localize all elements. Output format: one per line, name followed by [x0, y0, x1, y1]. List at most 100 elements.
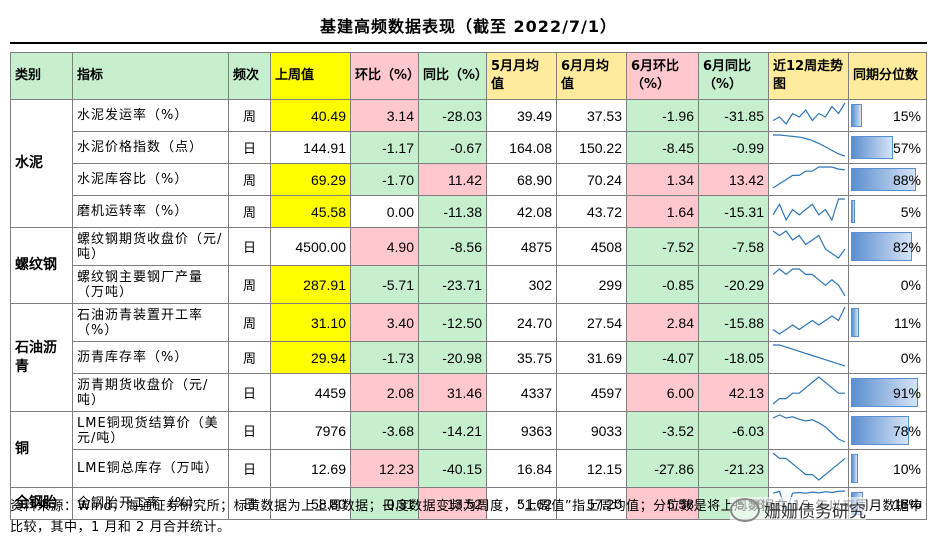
sparkline — [773, 134, 846, 157]
june-mom-cell: -4.07 — [626, 341, 699, 374]
june-yoy-cell: 13.42 — [698, 163, 769, 196]
table-row: 水泥 水泥发运率（%）周 40.49 3.14 -28.03 39.49 37.53 -1.9… — [10, 99, 927, 228]
sparkline-line — [772, 230, 846, 259]
percentile-value: 78% — [892, 422, 921, 439]
sparkline-line — [772, 414, 846, 443]
june-yoy-cell: -0.99 — [698, 131, 769, 164]
june-mom-cell: -8.45 — [626, 131, 699, 164]
sparkline — [772, 198, 845, 222]
may-avg-cell: 302 — [486, 265, 557, 304]
may-avg-cell: 51.62 — [486, 487, 557, 520]
june-avg-cell: 31.69 — [556, 341, 627, 374]
frequency-cell: 日 — [228, 449, 271, 488]
trend-sparkline-cell — [768, 449, 849, 488]
frequency-cell: 周 — [228, 99, 271, 132]
indicator-cell: 水泥发运率（%） — [72, 99, 229, 132]
june-mom-cell: -27.86 — [626, 449, 699, 488]
sparkline — [772, 102, 846, 125]
sparkline-line — [773, 134, 846, 157]
percentile-bar — [851, 454, 859, 483]
june-avg-cell: 299 — [556, 265, 627, 304]
indicator-cell: 石油沥青装置开工率（%） — [72, 303, 229, 342]
june-yoy-cell: -20.29 — [698, 265, 769, 304]
wow-cell: -3.68 — [350, 411, 419, 450]
table-row: 螺纹钢主要钢厂产量（万吨）周 287.91 -5.71 -23.71 302 299 -0.… — [11, 265, 927, 304]
indicator-cell: 螺纹钢主要钢厂产量（万吨） — [72, 265, 229, 304]
june-yoy-cell: -31.85 — [698, 99, 769, 132]
last-week-cell: 40.49 — [270, 99, 351, 132]
indicator-cell: LME铜现货结算价（美元/吨） — [72, 411, 229, 450]
may-avg-cell: 4875 — [486, 227, 557, 266]
yoy-cell: 13.52 — [418, 487, 487, 520]
percentile-cell: 10% — [848, 449, 927, 488]
june-avg-cell: 12.15 — [556, 449, 627, 488]
table-row: 全钢胎 全钢胎开工率（%）日 58.80 -0.31 13.52 51.62 57.20 5.… — [10, 487, 927, 520]
infrastructure-data-table: 类别 指标 频次 上周值 环比（%） 同比（%） 5月月均值 6月月均值 6月环… — [10, 52, 927, 520]
wow-cell: 3.40 — [350, 303, 419, 342]
june-mom-cell: -0.85 — [626, 265, 699, 304]
june-avg-cell: 70.24 — [556, 163, 627, 196]
sparkline-line — [773, 344, 846, 367]
yoy-cell: -40.15 — [418, 449, 487, 488]
wow-cell: -1.73 — [350, 341, 419, 374]
trend-sparkline-cell — [768, 341, 849, 374]
yoy-cell: 31.46 — [418, 373, 487, 412]
june-yoy-cell: 42.13 — [698, 373, 769, 412]
indicator-cell: 磨机运转率（%） — [72, 195, 229, 228]
june-mom-cell: 6.00 — [626, 373, 699, 412]
percentile-value: 91% — [892, 384, 921, 401]
may-avg-cell: 68.90 — [486, 163, 557, 196]
percentile-cell: 78% — [848, 411, 927, 450]
frequency-cell: 周 — [228, 265, 271, 304]
yoy-cell: -0.67 — [418, 131, 487, 164]
header-row: 类别 指标 频次 上周值 环比（%） 同比（%） 5月月均值 6月月均值 6月环… — [10, 52, 927, 100]
yoy-cell: -11.38 — [418, 195, 487, 228]
wow-cell: -5.71 — [350, 265, 419, 304]
frequency-cell: 周 — [228, 303, 271, 342]
header-trend: 近12周走势图 — [768, 52, 849, 100]
wow-cell: 12.23 — [350, 449, 419, 488]
june-yoy-cell: -6.03 — [698, 411, 769, 450]
table-row: 铜 LME铜现货结算价（美元/吨）日 7976 -3.68 -14.21 9363 9033… — [10, 411, 927, 488]
last-week-cell: 58.80 — [270, 487, 351, 520]
sparkline — [772, 166, 846, 189]
header-yoy: 同比（%） — [418, 52, 487, 100]
june-mom-cell: -3.52 — [626, 411, 699, 450]
indicator-cell: 沥青库存率（%） — [72, 341, 229, 374]
may-avg-cell: 4337 — [486, 373, 557, 412]
sparkline-line — [772, 306, 846, 335]
header-last-week: 上周值 — [270, 52, 351, 100]
june-mom-cell: -7.52 — [626, 227, 699, 266]
indicator-cell: 水泥库容比（%） — [72, 163, 229, 196]
watermark: 姗姗债务研究 — [730, 497, 866, 522]
last-week-cell: 12.69 — [270, 449, 351, 488]
wow-cell: 0.00 — [350, 195, 419, 228]
wow-cell: -0.31 — [350, 487, 419, 520]
trend-sparkline-cell — [768, 373, 849, 412]
june-avg-cell: 57.20 — [556, 487, 627, 520]
table-row: 磨机运转率（%）周 45.58 0.00 -11.38 42.08 43.72 1.64 -1… — [11, 195, 927, 228]
percentile-cell: 57% — [848, 131, 927, 164]
trend-sparkline-cell — [768, 163, 849, 196]
percentile-value: 0% — [900, 349, 921, 366]
yoy-cell: -14.21 — [418, 411, 487, 450]
table-row: 水泥库容比（%）周 69.29 -1.70 11.42 68.90 70.24 1.34 13… — [11, 163, 927, 196]
sparkline-line — [772, 376, 845, 405]
trend-sparkline-cell — [768, 265, 849, 304]
category-cell: 水泥 — [10, 99, 73, 228]
yoy-cell: -12.50 — [418, 303, 487, 342]
june-yoy-cell: -18.05 — [698, 341, 769, 374]
may-avg-cell: 16.84 — [486, 449, 557, 488]
june-mom-cell: 1.34 — [626, 163, 699, 196]
percentile-cell: 5% — [848, 195, 927, 228]
trend-sparkline-cell — [768, 195, 849, 228]
percentile-value: 10% — [892, 460, 921, 477]
percentile-value: 5% — [900, 203, 921, 220]
trend-sparkline-cell — [768, 227, 849, 266]
percentile-bar — [851, 104, 863, 127]
header-wow: 环比（%） — [350, 52, 419, 100]
table-row: 沥青期货收盘价（元/吨）日 4459 2.08 31.46 4337 4597 6.00 42… — [11, 373, 927, 412]
percentile-value: 82% — [892, 238, 921, 255]
june-yoy-cell: -21.23 — [698, 449, 769, 488]
wow-cell: -1.70 — [350, 163, 419, 196]
